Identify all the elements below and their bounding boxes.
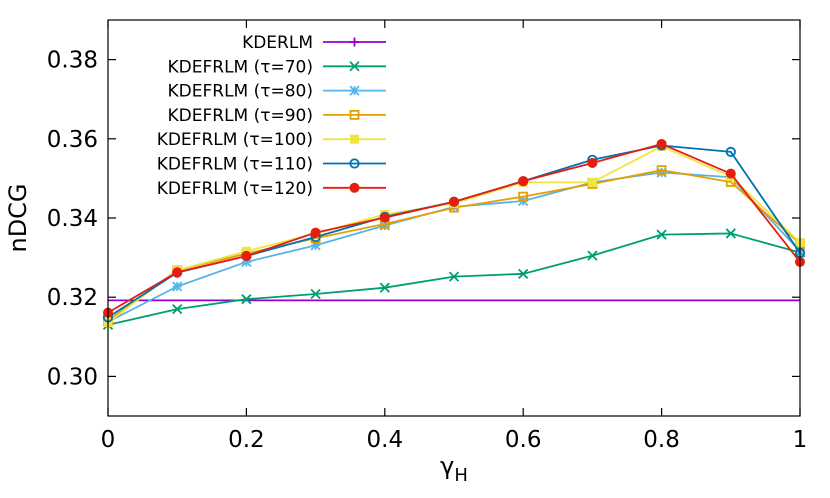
data-point <box>656 229 667 240</box>
x-tick-label: 0.8 <box>643 427 680 453</box>
data-point <box>449 196 459 207</box>
data-point <box>587 250 598 261</box>
data-point <box>587 177 597 187</box>
x-tick-label: 0.2 <box>228 427 265 453</box>
legend-marker <box>349 110 360 120</box>
data-point <box>518 191 529 202</box>
legend-label: KDEFRLM (τ=100) <box>157 130 313 150</box>
data-point <box>310 288 321 300</box>
data-point <box>379 282 390 293</box>
data-point <box>379 212 390 223</box>
legend-item: KDEFRLM (τ=70) <box>168 57 386 77</box>
y-tick-label: 0.36 <box>47 127 98 153</box>
legend-item: KDEFRLM (τ=90) <box>168 106 386 126</box>
y-tick-label: 0.38 <box>47 48 98 74</box>
legend-marker <box>349 85 360 96</box>
data-point <box>518 268 529 279</box>
data-point <box>172 281 183 292</box>
data-point <box>725 146 736 157</box>
legend-label: KDEFRLM (τ=120) <box>157 179 313 199</box>
legend-marker <box>349 61 360 72</box>
data-point <box>725 168 736 179</box>
y-tick-label: 0.30 <box>47 364 98 390</box>
x-tick-label: 0.6 <box>505 427 542 453</box>
plot-frame <box>107 19 801 417</box>
data-point <box>241 251 252 262</box>
series-line <box>107 232 801 326</box>
legend-marker <box>350 134 359 144</box>
y-tick-label: 0.32 <box>47 285 98 311</box>
data-point <box>172 267 183 278</box>
data-point <box>725 228 736 239</box>
data-point <box>587 157 598 168</box>
y-tick-label: 0.34 <box>47 206 98 232</box>
legend: KDERLM KDEFRLM (τ=70) KDEFRLM (τ=80) KDEFRL… <box>157 33 386 199</box>
legend-label: KDEFRLM (τ=70) <box>168 57 314 77</box>
legend-label: KDEFRLM (τ=110) <box>157 155 313 175</box>
series-layer <box>102 138 806 331</box>
data-point <box>241 294 252 305</box>
legend-label: KDEFRLM (τ=90) <box>168 106 314 126</box>
data-point <box>518 176 529 187</box>
legend-item: KDEFRLM (τ=120) <box>157 179 386 199</box>
axis-layer: nDCG γH 0.30 0.32 0.34 0.36 0.38 0 0.2 0.4 0.6 0.… <box>4 20 807 486</box>
series-6 <box>103 138 805 318</box>
legend-item: KDEFRLM (τ=110) <box>157 155 386 175</box>
x-axis-title-subscript: H <box>454 465 468 486</box>
legend-marker <box>349 182 360 193</box>
legend-marker <box>350 37 359 47</box>
legend-label: KDEFRLM (τ=80) <box>168 82 314 102</box>
series-1 <box>102 228 806 331</box>
y-axis-title: nDCG <box>4 183 32 252</box>
x-tick-label: 0 <box>101 427 116 453</box>
x-axis-title-main: γ <box>440 452 454 480</box>
legend-label: KDERLM <box>242 33 313 53</box>
legend-item: KDERLM <box>242 33 386 53</box>
x-tick-label: 1 <box>793 427 808 453</box>
x-axis-title: γH <box>440 452 468 486</box>
legend-marker <box>349 158 360 169</box>
x-tick-label: 0.4 <box>367 427 404 453</box>
data-point <box>310 227 321 238</box>
data-point <box>448 271 460 282</box>
data-point <box>172 303 183 315</box>
legend-item: KDEFRLM (τ=100) <box>157 130 386 150</box>
data-point <box>656 165 667 175</box>
legend-item: KDEFRLM (τ=80) <box>168 82 386 102</box>
data-point <box>656 138 667 149</box>
